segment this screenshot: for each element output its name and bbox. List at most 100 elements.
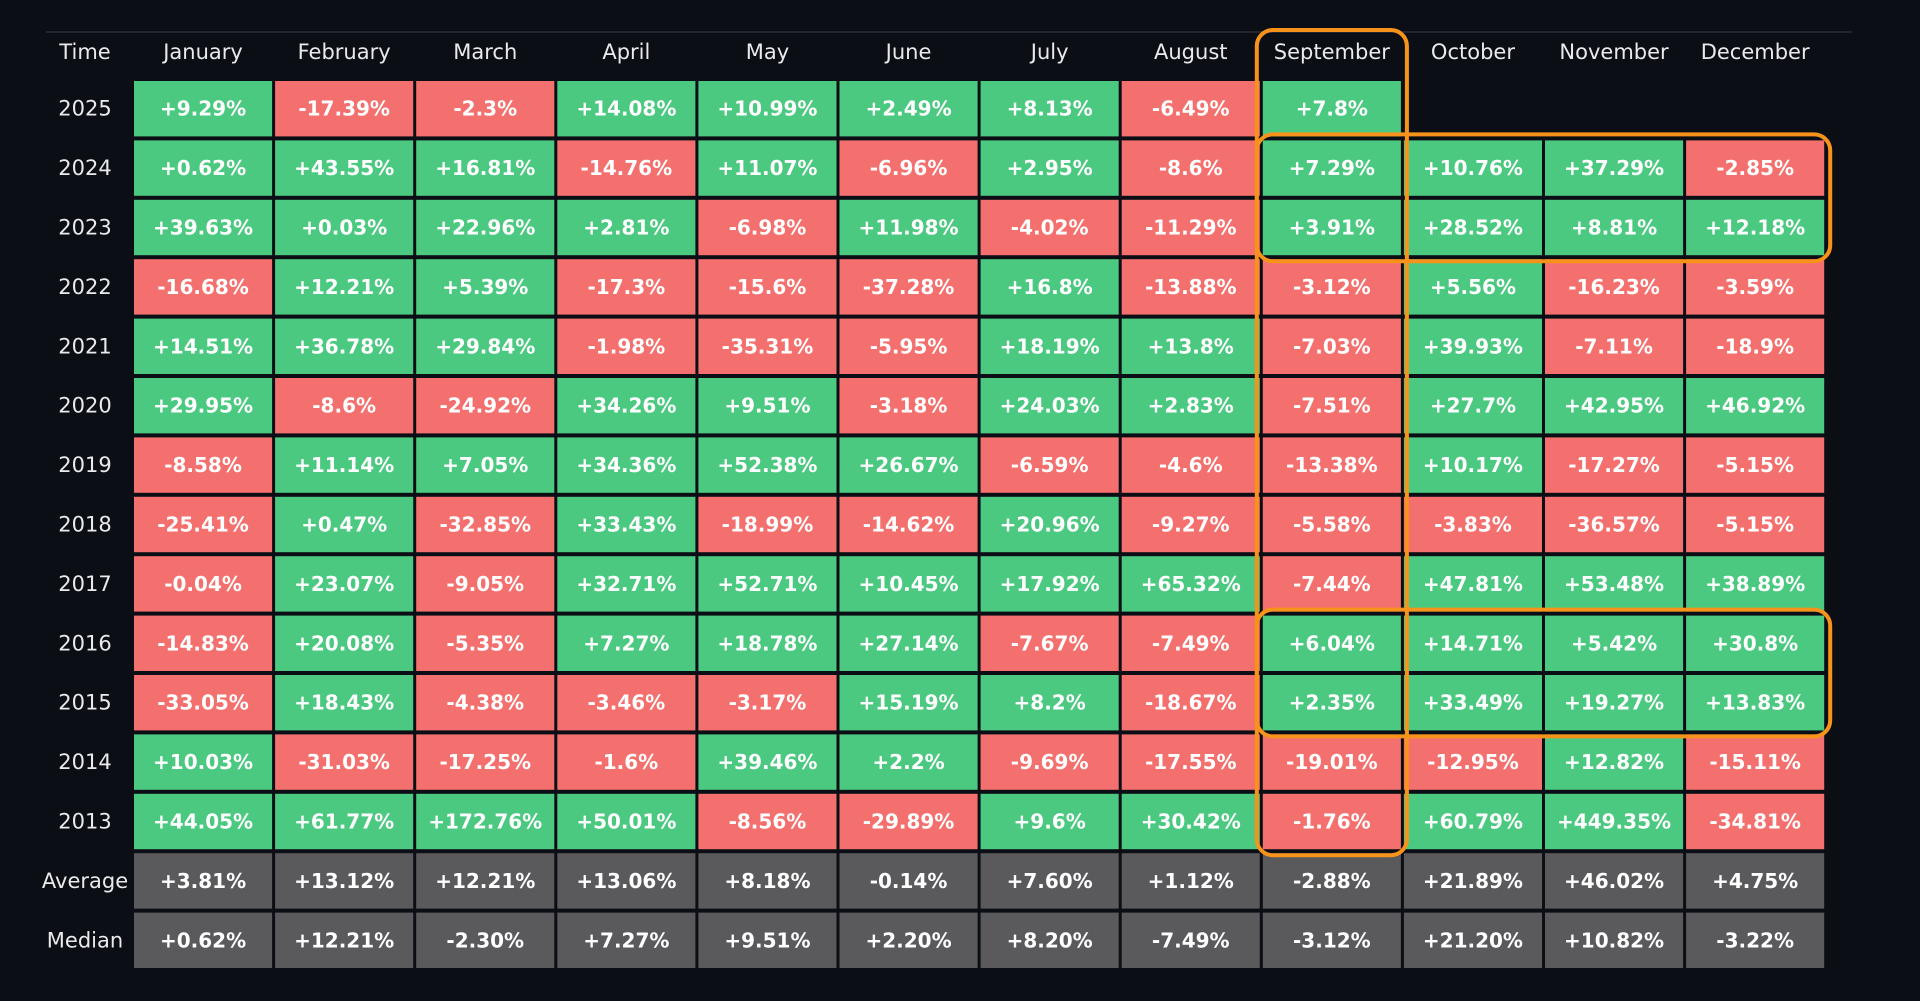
cell-2013-may [698, 793, 837, 850]
cell-value-2022-july: +16.8% [1007, 275, 1093, 299]
cell-value-2015-october: +33.49% [1423, 691, 1523, 715]
cell-2021-october [1403, 318, 1542, 374]
cell-value-2018-september: -5.58% [1293, 513, 1371, 537]
cell-value-2025-january: +9.29% [160, 97, 246, 121]
cell-value-2014-march: -17.25% [439, 750, 531, 774]
cell-2019-september [1262, 437, 1401, 493]
cell-value-2021-june: -5.95% [870, 334, 948, 358]
cell-value-2013-may: -8.56% [729, 810, 807, 834]
cell-2019-october [1403, 437, 1542, 493]
cell-average-march [416, 853, 555, 909]
cell-average-december [1686, 853, 1825, 909]
cell-2017-february [275, 556, 414, 612]
cell-2013-september [1262, 793, 1401, 850]
row-headers: 2025 2024 2023 2022 2021 2020 2019 2018 2017 2016… [42, 97, 128, 953]
heatmap-cells: +9.29% -17.39% -2.3% +14.08% +10.99% +2.49% +8… [134, 81, 1825, 968]
row-header-2025: 2025 [58, 97, 111, 121]
column-header-may: May [746, 40, 789, 64]
cell-value-average-april: +13.06% [576, 869, 676, 893]
cell-value-2021-december: -18.9% [1716, 334, 1794, 358]
column-header-september: September [1274, 40, 1390, 64]
cell-value-median-may: +9.51% [724, 928, 810, 952]
cell-value-2019-february: +11.14% [294, 453, 394, 477]
cell-2022-july [980, 259, 1119, 315]
cell-2020-september [1262, 378, 1401, 434]
cell-2020-february [275, 378, 414, 434]
cell-value-2023-february: +0.03% [301, 216, 387, 240]
cell-value-2017-february: +23.07% [294, 572, 394, 596]
cell-2014-july [980, 734, 1119, 790]
cell-2023-april [557, 199, 696, 256]
cell-value-2024-may: +11.07% [717, 156, 817, 180]
cell-value-2017-june: +10.45% [859, 572, 959, 596]
cell-value-2016-november: +5.42% [1571, 631, 1657, 655]
cell-value-2014-may: +39.46% [717, 750, 817, 774]
cell-2016-may [698, 615, 837, 671]
cell-value-average-november: +46.02% [1564, 869, 1664, 893]
cell-2024-april [557, 140, 696, 196]
cell-2025-april [557, 81, 696, 137]
highlight-box-2 [1254, 132, 1833, 264]
cell-2018-may [698, 496, 837, 553]
row-header-2022: 2022 [58, 275, 111, 299]
cell-2014-january [134, 734, 273, 790]
cell-2013-august [1121, 793, 1260, 850]
cell-2018-october [1403, 496, 1542, 553]
cell-2015-march [416, 675, 555, 731]
cell-value-2024-november: +37.29% [1564, 156, 1664, 180]
cell-value-2020-march: -24.92% [439, 394, 531, 418]
cell-value-2018-february: +0.47% [301, 513, 387, 537]
cell-2014-april [557, 734, 696, 790]
cell-median-november [1545, 912, 1684, 968]
cell-2013-january [134, 793, 273, 850]
cell-value-median-january: +0.62% [160, 928, 246, 952]
cell-2017-june [839, 556, 978, 612]
cell-value-2021-april: -1.98% [588, 334, 666, 358]
cell-value-2013-march: +172.76% [428, 810, 542, 834]
cell-value-2019-january: -8.58% [164, 453, 242, 477]
row-header-2024: 2024 [58, 156, 111, 180]
cell-2014-september [1262, 734, 1401, 790]
cell-value-2018-december: -5.15% [1716, 513, 1794, 537]
cell-median-september [1262, 912, 1401, 968]
row-header-2020: 2020 [58, 394, 111, 418]
cell-value-2019-october: +10.17% [1423, 453, 1523, 477]
cell-2014-june [839, 734, 978, 790]
cell-median-april [557, 912, 696, 968]
cell-2021-june [839, 318, 978, 374]
cell-2021-august [1121, 318, 1260, 374]
cell-2018-april [557, 496, 696, 553]
cell-value-2020-april: +34.26% [576, 394, 676, 418]
cell-value-2023-october: +28.52% [1423, 216, 1523, 240]
cell-2020-november [1545, 378, 1684, 434]
cell-value-2020-october: +27.7% [1430, 394, 1516, 418]
cell-value-2016-october: +14.71% [1423, 631, 1523, 655]
row-header-2013: 2013 [58, 810, 111, 834]
cell-value-2023-november: +8.81% [1571, 216, 1657, 240]
cell-2017-october [1403, 556, 1542, 612]
cell-value-2019-april: +34.36% [576, 453, 676, 477]
cell-2023-october [1403, 199, 1542, 256]
cell-2021-july [980, 318, 1119, 374]
cell-2024-october [1403, 140, 1542, 196]
cell-2019-may [698, 437, 837, 493]
cell-value-2023-april: +2.81% [583, 216, 669, 240]
cell-2020-march [416, 378, 555, 434]
cell-2018-february [275, 496, 414, 553]
cell-2025-july [980, 81, 1119, 137]
cell-value-median-april: +7.27% [583, 928, 669, 952]
cell-2020-june [839, 378, 978, 434]
column-header-december: December [1701, 40, 1810, 64]
row-header-median: Median [47, 928, 123, 952]
cell-2018-june [839, 496, 978, 553]
cell-2018-december [1686, 496, 1825, 553]
cell-median-december [1686, 912, 1825, 968]
cell-2025-june [839, 81, 978, 137]
cell-2015-july [980, 675, 1119, 731]
cell-2019-april [557, 437, 696, 493]
cell-2015-november [1545, 675, 1684, 731]
cell-value-2022-february: +12.21% [294, 275, 394, 299]
cell-value-2013-october: +60.79% [1423, 810, 1523, 834]
cell-value-2017-january: -0.04% [164, 572, 242, 596]
cell-value-2015-may: -3.17% [729, 691, 807, 715]
